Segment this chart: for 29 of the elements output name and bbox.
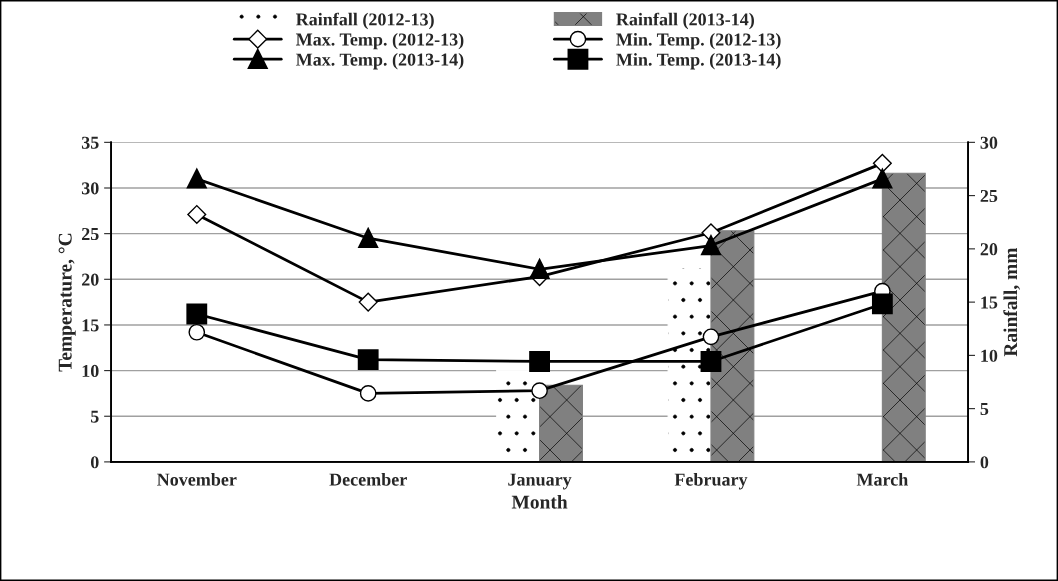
legend-label: Min. Temp. (2012-13) xyxy=(616,32,781,50)
x-tick-label: January xyxy=(508,473,572,490)
y2-tick-label: 5 xyxy=(980,403,989,416)
y-tick-label: 20 xyxy=(81,273,99,286)
y-tick-label: 0 xyxy=(90,456,99,469)
legend-label: Rainfall (2013-14) xyxy=(616,12,754,30)
y2-tick-label: 15 xyxy=(981,296,998,309)
y-tick-label: 35 xyxy=(81,136,99,149)
y2-tick-label: 20 xyxy=(980,243,998,256)
y2-tick-label: 10 xyxy=(981,349,998,362)
y-tick-label: 10 xyxy=(82,364,99,378)
legend-label: Max. Temp. (2013-14) xyxy=(295,53,464,70)
x-tick-label: February xyxy=(674,473,748,490)
x-tick-label: November xyxy=(157,473,237,486)
legend-label: Max. Temp. (2012-13) xyxy=(295,32,464,50)
y-tick-label: 25 xyxy=(81,227,99,241)
y-tick-label: 30 xyxy=(81,182,99,195)
y-axis-title: Temperature, °C xyxy=(58,233,76,372)
x-tick-label: March xyxy=(856,473,909,486)
y-tick-label: 15 xyxy=(82,319,99,332)
x-tick-label: December xyxy=(329,473,407,486)
y2-tick-label: 30 xyxy=(980,136,998,149)
y2-tick-label: 25 xyxy=(980,189,998,203)
y2-axis-title: Rainfall, mm xyxy=(1003,247,1020,357)
legend-label: Rainfall (2012-13) xyxy=(295,12,434,30)
x-axis-title: Month xyxy=(511,494,568,509)
y2-tick-label: 0 xyxy=(980,456,989,469)
legend-label: Min. Temp. (2013-14) xyxy=(616,53,781,70)
y-tick-label: 5 xyxy=(90,410,99,423)
